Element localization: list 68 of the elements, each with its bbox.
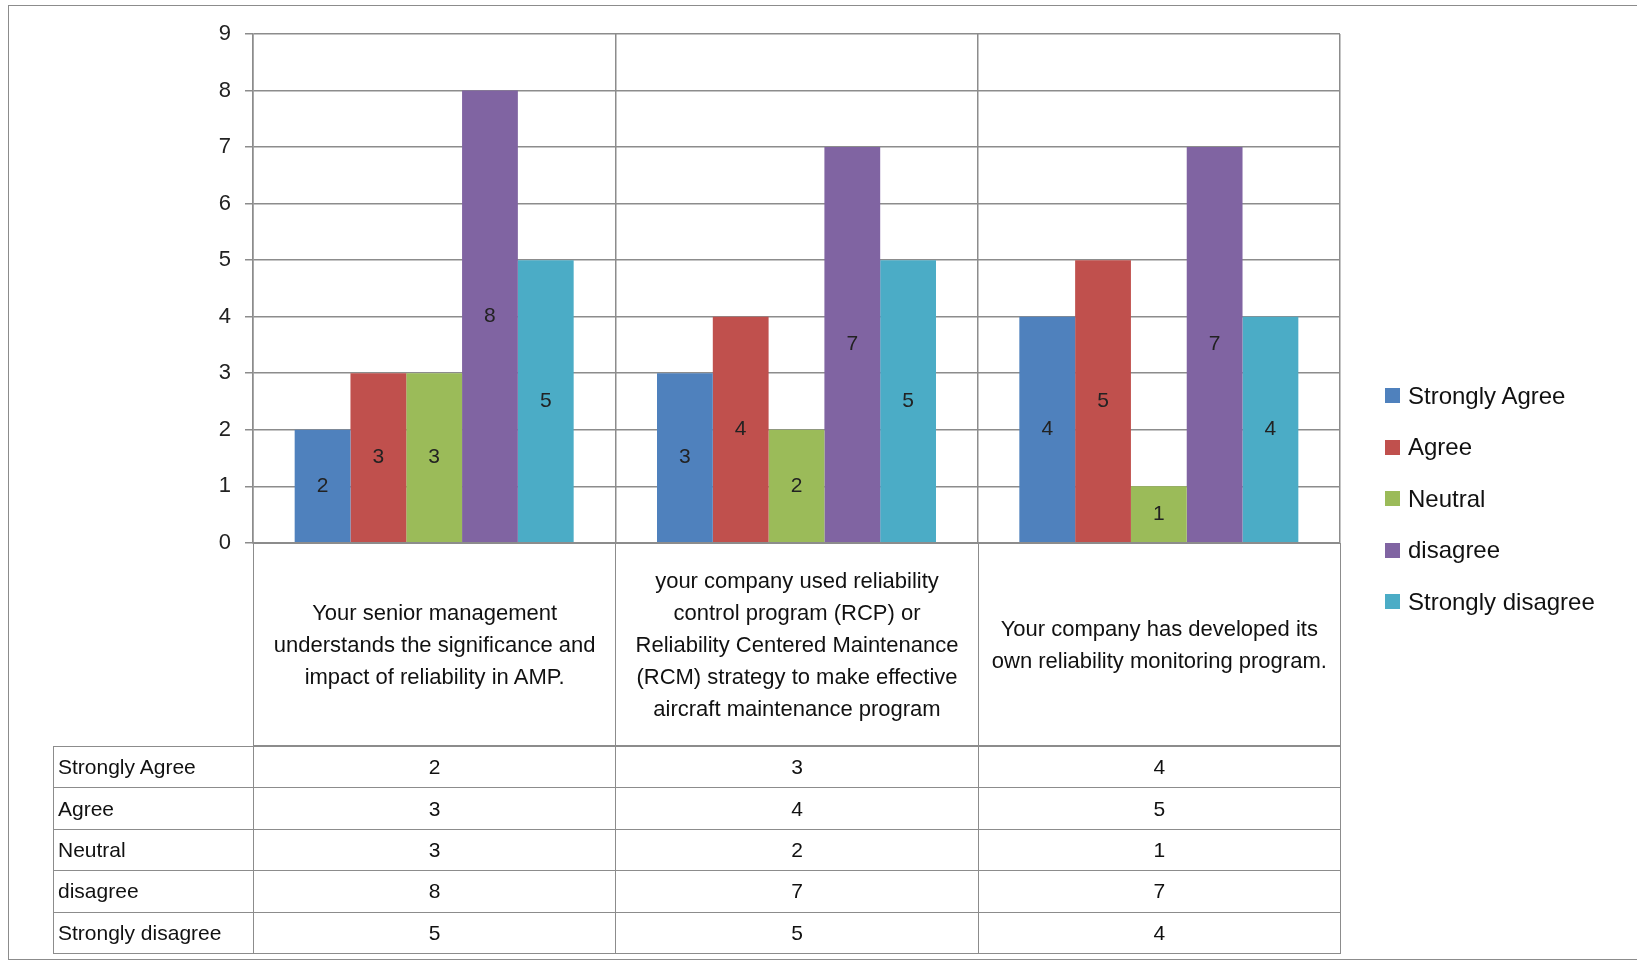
y-tick-label: 8 bbox=[218, 76, 231, 102]
y-tick-label: 6 bbox=[218, 189, 231, 215]
x-tick-label: Your senior management understands the significance and impact of reliability in AMP. bbox=[253, 543, 617, 746]
bar bbox=[712, 316, 769, 543]
bar bbox=[406, 373, 463, 543]
legend-label: Neutral bbox=[1408, 484, 1486, 513]
text: Strongly Agree bbox=[58, 755, 196, 779]
bar bbox=[294, 429, 351, 543]
annotation: 1 bbox=[1152, 500, 1165, 524]
y-tick-label: 4 bbox=[218, 302, 231, 328]
annotation: 3 bbox=[428, 444, 441, 468]
bar bbox=[657, 373, 713, 543]
text: Strongly disagree bbox=[58, 920, 222, 944]
annotation: 4 bbox=[1264, 416, 1277, 440]
data-label: 3 bbox=[253, 828, 617, 872]
bar bbox=[880, 260, 936, 543]
data-label: 1 bbox=[977, 828, 1341, 872]
data-label: 2 bbox=[253, 746, 617, 789]
annotation: 4 bbox=[734, 416, 747, 440]
annotation: 2 bbox=[316, 472, 329, 496]
data-label: 4 bbox=[615, 787, 979, 830]
annotation: 7 bbox=[1208, 331, 1221, 355]
annotation: 3 bbox=[372, 444, 385, 468]
y-tick-label: 9 bbox=[218, 20, 231, 46]
annotation: 5 bbox=[539, 387, 552, 411]
data-label: 3 bbox=[253, 787, 617, 830]
annotation: 3 bbox=[679, 444, 691, 468]
text: Neutral bbox=[58, 837, 126, 861]
annotation: 7 bbox=[846, 331, 859, 355]
bar bbox=[824, 147, 881, 543]
bar bbox=[462, 90, 518, 543]
bar bbox=[1242, 316, 1299, 543]
legend-label: Strongly Agree bbox=[1408, 381, 1566, 410]
legend-label: Agree bbox=[1408, 433, 1473, 462]
annotation: 4 bbox=[1041, 416, 1054, 440]
y-tick-label: 2 bbox=[218, 415, 231, 441]
data-label: 5 bbox=[977, 787, 1341, 830]
legend-label: disagree bbox=[1408, 536, 1501, 565]
bar bbox=[1075, 260, 1131, 543]
bar bbox=[517, 260, 574, 543]
y-tick-label: 0 bbox=[218, 528, 231, 554]
bar bbox=[1186, 147, 1243, 543]
y-tick-label: 5 bbox=[218, 246, 231, 272]
y-tick-label: 1 bbox=[218, 472, 231, 498]
annotation: 5 bbox=[1097, 387, 1109, 411]
data-label: 7 bbox=[977, 870, 1341, 913]
data-label: 3 bbox=[615, 746, 979, 789]
y-tick-label: 7 bbox=[218, 133, 231, 159]
bar bbox=[350, 373, 407, 543]
x-tick-label: Your company has developed its own reliability monitoring program. bbox=[977, 543, 1341, 746]
annotation: 8 bbox=[484, 303, 496, 327]
text: Agree bbox=[58, 796, 115, 820]
annotation: 2 bbox=[790, 472, 803, 496]
bar bbox=[768, 429, 825, 543]
bar bbox=[1019, 316, 1076, 543]
data-label: 5 bbox=[615, 911, 979, 954]
data-label: 7 bbox=[615, 870, 979, 913]
x-tick-label: your company used reliability control program (RCP) or Reliability Centered Maintenance (RCM) strategy to make effective aircraft maintenance program bbox=[615, 543, 979, 746]
data-label: 5 bbox=[253, 911, 617, 954]
data-label: 4 bbox=[977, 911, 1341, 954]
text: disagree bbox=[58, 879, 139, 903]
data-label: 4 bbox=[977, 746, 1341, 789]
data-label: 2 bbox=[615, 828, 979, 872]
y-tick-label: 3 bbox=[218, 359, 231, 385]
data-label: 8 bbox=[253, 870, 617, 913]
annotation: 5 bbox=[902, 387, 914, 411]
bar bbox=[1130, 486, 1187, 543]
legend-label: Strongly disagree bbox=[1408, 587, 1595, 616]
